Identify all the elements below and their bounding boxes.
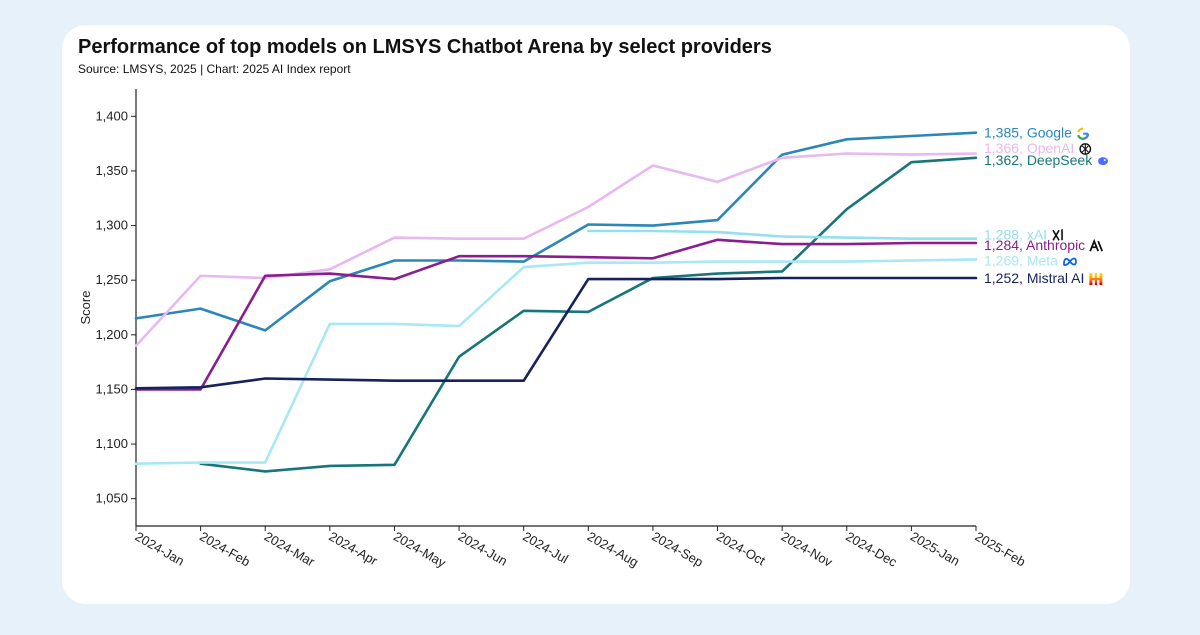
- y-tick-label: 1,300: [95, 218, 128, 233]
- series-line-mistral-ai: [134, 276, 978, 390]
- x-tick-label: 2024-Feb: [197, 529, 253, 570]
- y-axis-title: Score: [78, 291, 93, 325]
- end-label-xai: 1,288, xAI: [984, 226, 1047, 242]
- series-line-meta: [134, 258, 978, 465]
- y-tick-label: 1,150: [95, 381, 128, 396]
- x-tick-label: 2024-Jan: [133, 529, 187, 569]
- y-tick-label: 1,400: [95, 108, 128, 123]
- openai-logo-icon: [1079, 143, 1092, 155]
- chart-subtitle: Source: LMSYS, 2025 | Chart: 2025 AI Ind…: [78, 62, 351, 76]
- x-tick-label: 2024-May: [391, 529, 449, 571]
- series-line-xai: [587, 229, 978, 240]
- deepseek-logo-icon: [1098, 157, 1108, 166]
- series-line-deepseek: [199, 156, 978, 473]
- x-tick-label: 2024-Jul: [520, 529, 571, 567]
- mistral-logo-icon: [1089, 273, 1103, 286]
- y-tick-label: 1,250: [95, 272, 128, 287]
- x-tick-label: 2024-Dec: [843, 529, 900, 570]
- google-logo-icon: [1076, 127, 1090, 140]
- xai-logo-icon: [1052, 229, 1063, 241]
- end-label-mistral-ai: 1,252, Mistral AI: [984, 270, 1084, 286]
- x-tick-label: 2024-Jun: [456, 529, 510, 569]
- end-label-google: 1,385, Google: [984, 125, 1072, 141]
- end-label-meta: 1,269, Meta: [984, 253, 1058, 269]
- anthropic-logo-icon: [1089, 238, 1104, 252]
- series-line-anthropic: [134, 238, 978, 391]
- y-tick-label: 1,050: [95, 491, 128, 506]
- meta-logo-icon: [1063, 257, 1077, 266]
- line-chart: 1,050 1,100 1,150 1,200 1,250 1,300 1,350 1,400…: [78, 89, 1108, 571]
- series-line-google: [134, 131, 978, 332]
- chart-card: Performance of top models on LMSYS Chatb…: [62, 25, 1130, 604]
- end-label-openai: 1,366, OpenAI: [984, 140, 1074, 156]
- x-tick-label: 2025-Jan: [908, 529, 962, 569]
- x-tick-label: 2024-Nov: [779, 529, 836, 570]
- y-tick-label: 1,200: [95, 327, 128, 342]
- x-tick-label: 2024-Oct: [714, 529, 768, 569]
- x-tick-label: 2025-Feb: [973, 529, 1029, 570]
- x-tick-label: 2024-Mar: [262, 529, 318, 570]
- x-tick-label: 2024-Aug: [585, 529, 641, 570]
- x-tick-label: 2024-Apr: [326, 529, 380, 569]
- end-label-deepseek: 1,362, DeepSeek: [984, 152, 1093, 168]
- end-label-anthropic: 1,284, Anthropic: [984, 237, 1085, 253]
- y-tick-label: 1,350: [95, 163, 128, 178]
- x-tick-label: 2024-Sep: [649, 529, 705, 570]
- series-line-openai: [134, 152, 978, 347]
- chart-title: Performance of top models on LMSYS Chatb…: [78, 36, 772, 58]
- y-tick-label: 1,100: [95, 436, 128, 451]
